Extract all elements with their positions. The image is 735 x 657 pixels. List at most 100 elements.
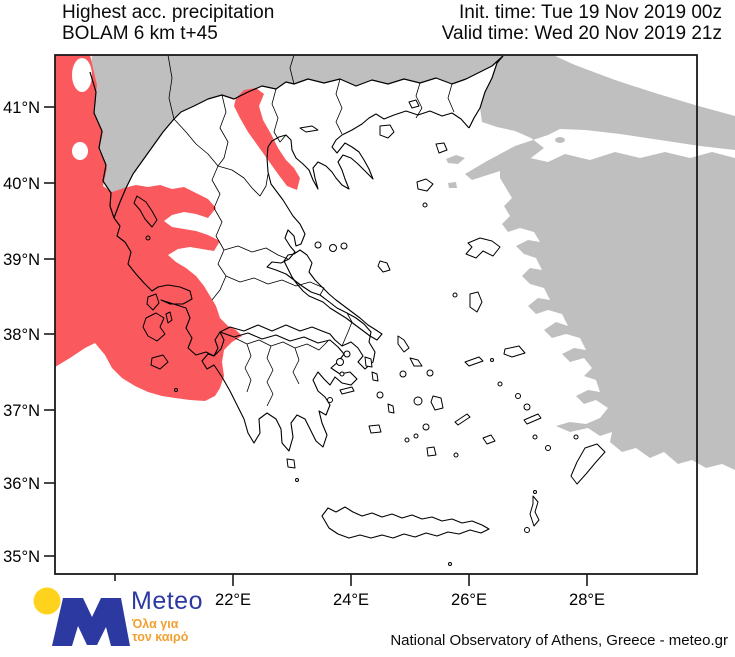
lat-label: 37°N: [3, 402, 40, 420]
lat-label: 41°N: [3, 99, 40, 117]
latitude-ticks: [44, 106, 55, 557]
lon-label: 24°E: [333, 591, 369, 609]
samos-island: [503, 345, 526, 358]
lat-label: 36°N: [3, 475, 40, 493]
island: [295, 478, 299, 482]
lon-label: 22°E: [215, 591, 251, 609]
kythira-island: [286, 458, 296, 469]
anatolia-landmass: [500, 152, 735, 470]
limnos-island: [416, 178, 434, 192]
logo-sun-icon: [33, 587, 61, 615]
balkan-internal-border: [167, 55, 295, 120]
ithaki-island: [165, 311, 173, 324]
attribution-text: National Observatory of Athens, Greece -…: [390, 632, 728, 649]
skyros-island: [377, 260, 391, 273]
greek-north-border: [113, 55, 504, 219]
island: [422, 202, 428, 208]
kythnos-island: [371, 371, 379, 382]
tinos-island: [409, 357, 423, 367]
samothrace-island: [435, 142, 448, 154]
milos-island: [368, 424, 382, 434]
sifnos-island: [387, 403, 395, 414]
precipitation-area-north: [234, 88, 300, 190]
kea-island: [364, 356, 373, 368]
island: [145, 235, 151, 241]
island: [336, 358, 344, 366]
precipitation-gap: [72, 58, 92, 92]
corfu-island: [133, 195, 158, 228]
island: [343, 350, 351, 358]
island: [573, 434, 579, 440]
karpathos-island: [529, 495, 540, 527]
lon-label: 28°E: [569, 591, 605, 609]
lat-label: 40°N: [3, 175, 40, 193]
island: [533, 490, 537, 494]
crete-island: [321, 506, 490, 539]
init-time: Init. time: Tue 19 Nov 2019 00z: [459, 2, 722, 23]
island: [413, 396, 423, 406]
rhodes-island: [570, 443, 606, 485]
lake-outline: [408, 99, 420, 109]
greece-mainland-coastline: [113, 110, 470, 370]
lat-label: 39°N: [3, 251, 40, 269]
logo-m-icon: [52, 598, 130, 646]
lesbos-island: [465, 237, 501, 259]
island: [448, 562, 452, 566]
island: [339, 371, 345, 377]
logo-tagline-line-1: Όλα για: [132, 617, 179, 631]
island: [327, 397, 333, 403]
lefkada-island: [146, 293, 160, 311]
island: [399, 370, 407, 378]
internal-boundaries: [173, 78, 455, 407]
astypalea-island: [482, 434, 496, 445]
island: [329, 244, 337, 252]
title-line-2: BOLAM 6 km t+45: [62, 23, 218, 44]
greek-turkish-border: [468, 55, 504, 129]
valid-time: Valid time: Wed 20 Nov 2019 21z: [441, 23, 722, 44]
precipitation-gap: [72, 142, 88, 160]
island: [524, 527, 530, 533]
lake-outline: [299, 125, 319, 133]
peloponnese-coastline: [201, 331, 358, 452]
island: [490, 358, 494, 362]
lat-label: 38°N: [3, 326, 40, 344]
island: [314, 241, 322, 249]
turkish-island: [555, 137, 565, 143]
andros-island: [397, 335, 410, 353]
island: [422, 423, 430, 431]
hydra-island: [339, 386, 355, 395]
logo-wordmark: Meteo: [131, 587, 203, 615]
kefalonia-island: [142, 312, 166, 342]
island: [376, 391, 384, 399]
precipitation-area-west: [55, 55, 242, 401]
map-title: Highest acc. precipitation BOLAM 6 km t+…: [62, 2, 274, 44]
amorgos-island: [454, 413, 471, 426]
santorini-island: [426, 446, 437, 457]
island: [532, 434, 538, 440]
logo-tagline-line-2: τον καιρό: [132, 630, 189, 644]
albania-coastline: [89, 71, 115, 219]
zakynthos-island: [150, 354, 169, 370]
lat-label: 35°N: [3, 548, 40, 566]
meteo-logo: [33, 587, 130, 646]
island: [426, 369, 434, 377]
thasos-island: [379, 124, 395, 139]
chios-island: [469, 291, 483, 313]
naxos-island: [430, 395, 444, 411]
balkans-landmass: [90, 55, 735, 218]
turkish-island: [448, 182, 457, 188]
island: [452, 292, 458, 298]
island: [497, 381, 503, 387]
island: [174, 388, 178, 392]
island: [340, 242, 348, 250]
turkish-island: [446, 155, 465, 164]
map-frame: [54, 54, 698, 575]
lon-label: 26°E: [451, 591, 487, 609]
title-line-1: Highest acc. precipitation: [62, 2, 275, 23]
island: [413, 433, 419, 439]
longitude-ticks: [114, 574, 588, 586]
island: [515, 393, 521, 399]
island: [545, 445, 551, 451]
island: [404, 437, 410, 443]
run-times: Init. time: Tue 19 Nov 2019 00z Valid ti…: [442, 2, 722, 44]
